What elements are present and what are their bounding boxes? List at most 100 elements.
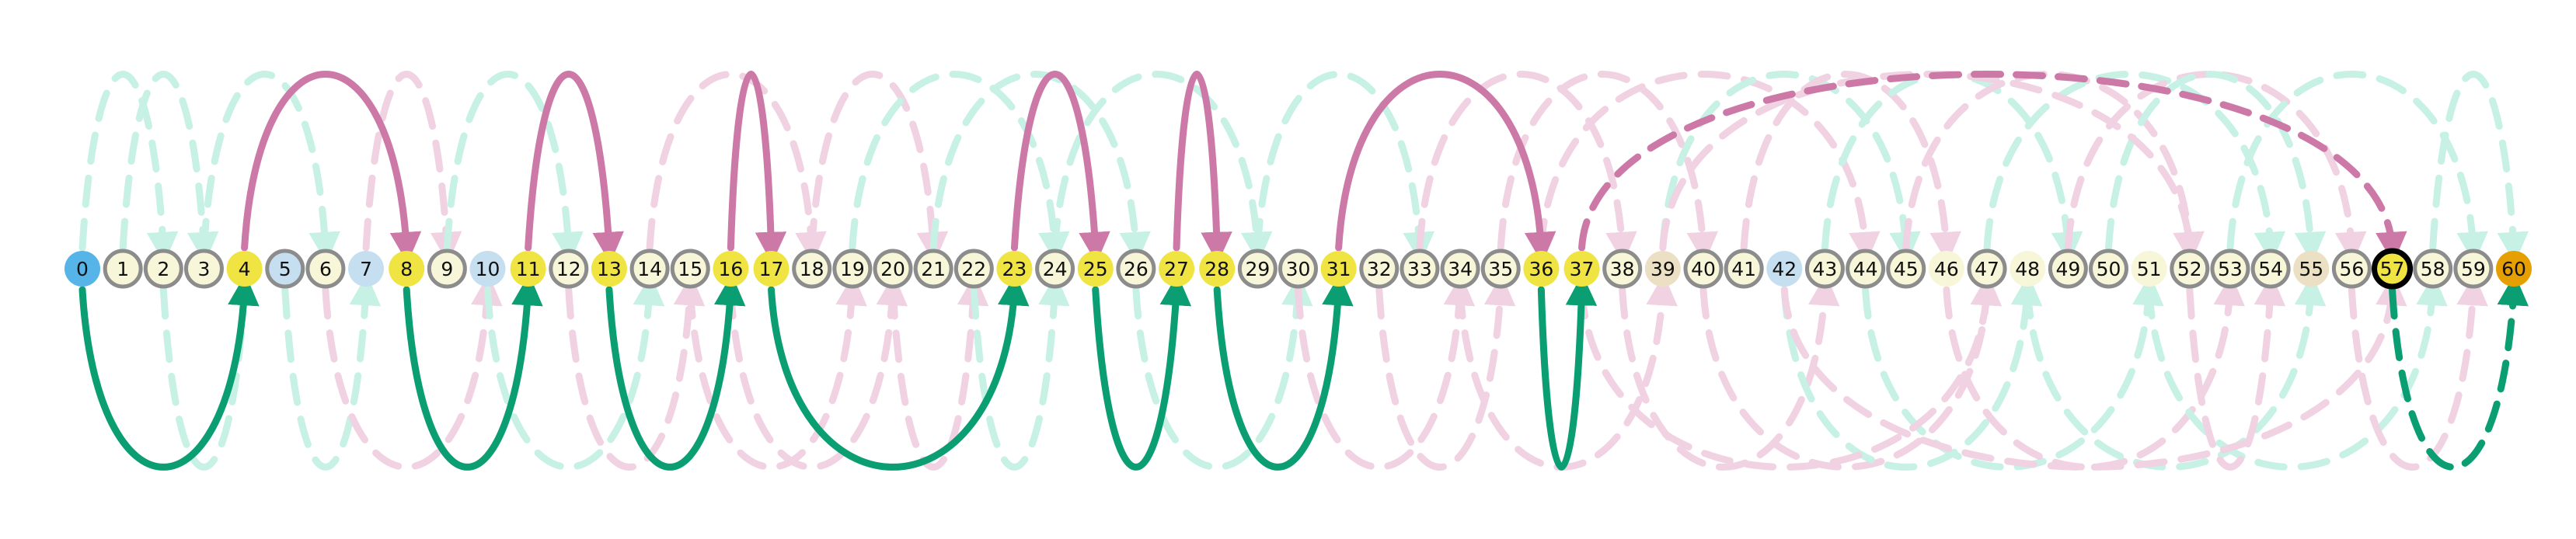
path-arc-13-16 (605, 273, 746, 471)
node-label: 25 (1083, 258, 1108, 280)
node-label: 14 (637, 258, 662, 280)
node-43: 43 (1804, 249, 1845, 289)
node-circle (103, 249, 143, 289)
node-16: 16 (713, 251, 749, 287)
node-51: 51 (2131, 251, 2167, 287)
node-label: 18 (800, 258, 824, 280)
node-label: 41 (1731, 258, 1756, 280)
background-arc (281, 273, 382, 471)
node-circle (996, 251, 1033, 287)
node-42: 42 (1766, 251, 1803, 287)
path-arc-4-8 (241, 71, 422, 264)
node-49: 49 (2048, 249, 2088, 289)
background-arc (970, 273, 1070, 471)
node-circle (1846, 249, 1886, 289)
node-34: 34 (1440, 249, 1480, 289)
background-arc (2429, 71, 2529, 264)
node-36: 36 (1523, 251, 1560, 287)
background-arc (2105, 71, 2327, 264)
node-circle (1480, 249, 1521, 289)
background-arc (1253, 71, 1434, 264)
background-arcs (78, 71, 2529, 471)
node-label: 2 (157, 258, 169, 280)
node-3: 3 (183, 249, 224, 289)
node-label: 54 (2258, 258, 2283, 280)
background-arc (2186, 273, 2286, 471)
node-row: 0 1 2 3 4 5 6 7 8 9 10 11 12 13 14 15 16 17 18 19 20 21 22 23 24… (64, 248, 2532, 290)
node-circle (1159, 251, 1195, 287)
node-label: 60 (2501, 258, 2526, 280)
node-39: 39 (1644, 251, 1681, 287)
node-4: 4 (226, 251, 263, 287)
node-label: 23 (1002, 258, 1027, 280)
node-label: 34 (1448, 258, 1473, 280)
background-arc (1902, 71, 2205, 264)
node-9: 9 (427, 249, 467, 289)
node-29: 29 (1237, 249, 1278, 289)
node-48: 48 (2010, 251, 2046, 287)
node-6: 6 (305, 249, 346, 289)
node-35: 35 (1480, 249, 1521, 289)
node-label: 58 (2421, 258, 2445, 280)
node-23: 23 (996, 251, 1033, 287)
node-circle (2293, 251, 2330, 287)
node-circle (2372, 248, 2414, 290)
node-10: 10 (469, 251, 506, 287)
node-circle (2170, 249, 2210, 289)
node-44: 44 (1846, 249, 1886, 289)
background-arc (727, 273, 908, 471)
node-label: 22 (961, 258, 986, 280)
node-28: 28 (1199, 251, 1236, 287)
node-label: 57 (2380, 258, 2405, 280)
background-arc (1780, 273, 2043, 471)
node-41: 41 (1724, 249, 1764, 289)
node-12: 12 (549, 249, 589, 289)
node-59: 59 (2453, 249, 2494, 289)
node-47: 47 (1967, 249, 2007, 289)
node-57: 57 (2372, 248, 2414, 290)
node-circle (2131, 251, 2167, 287)
node-label: 17 (759, 258, 784, 280)
background-arc (1578, 273, 2003, 471)
background-arc (565, 273, 706, 471)
node-18: 18 (792, 249, 832, 289)
background-arc (484, 273, 665, 471)
node-circle (2250, 249, 2291, 289)
background-arc (646, 71, 827, 264)
background-arc (1740, 71, 1961, 264)
background-arc (849, 71, 1070, 264)
node-circle (1400, 249, 1440, 289)
node-circle (2453, 249, 2494, 289)
background-arc (1862, 273, 2164, 471)
path-arc-36-37 (1537, 273, 1598, 471)
node-label: 27 (1164, 258, 1189, 280)
node-circle (873, 249, 913, 289)
node-circle (713, 251, 749, 287)
background-arc (1497, 71, 1718, 264)
background-arc (362, 71, 462, 264)
node-circle (1928, 251, 1964, 287)
node-20: 20 (873, 249, 913, 289)
node-label: 13 (597, 258, 622, 280)
background-arc (1943, 273, 2245, 471)
node-54: 54 (2250, 249, 2291, 289)
background-arc (1619, 273, 1840, 471)
node-circle (2048, 249, 2088, 289)
node-circle (1278, 249, 1318, 289)
node-24: 24 (1035, 249, 1075, 289)
node-circle (1359, 249, 1400, 289)
node-11: 11 (510, 251, 546, 287)
node-60: 60 (2496, 251, 2532, 287)
node-label: 43 (1813, 258, 1838, 280)
path-arc-11-13 (525, 71, 624, 264)
node-label: 32 (1367, 258, 1392, 280)
node-label: 48 (2015, 258, 2040, 280)
background-arc (78, 71, 179, 264)
path-arc-27-28 (1173, 71, 1232, 264)
node-label: 39 (1651, 258, 1675, 280)
node-circle (427, 249, 467, 289)
path-arc-37-57 (1578, 71, 2407, 264)
node-label: 16 (718, 258, 743, 280)
node-circle (629, 249, 670, 289)
node-label: 7 (360, 258, 372, 280)
